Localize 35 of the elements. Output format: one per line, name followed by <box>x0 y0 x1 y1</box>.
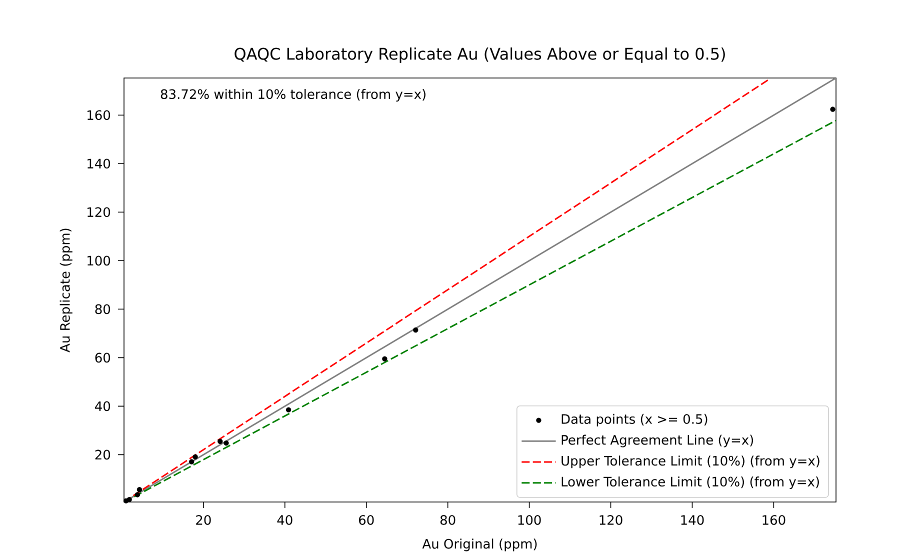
x-tick-label: 40 <box>277 515 292 525</box>
y-tick-label: 100 <box>88 256 110 266</box>
x-tick-label: 20 <box>196 515 211 525</box>
legend-label: Lower Tolerance Limit (10%) (from y=x) <box>562 476 819 490</box>
x-axis-title: Au Original (ppm) <box>422 538 537 552</box>
point <box>189 459 194 464</box>
point <box>286 407 292 412</box>
chart-title: QAQC Laboratory Replicate Au (Values Above or Equal to 0.5) <box>234 47 725 63</box>
x-tick-label: 60 <box>359 515 374 525</box>
y-tick-label: 60 <box>95 352 110 363</box>
point <box>192 454 198 460</box>
point <box>830 106 836 112</box>
y-tick-label: 140 <box>88 158 110 169</box>
legend-label: Upper Tolerance Limit (10%) (from y=x) <box>562 456 820 468</box>
y-tick-label: 80 <box>95 304 110 314</box>
point <box>136 487 142 492</box>
point <box>134 492 140 498</box>
point <box>382 356 388 362</box>
y-axis-title: Au Replicate (ppm) <box>60 228 72 352</box>
x-tick-label: 160 <box>762 515 786 525</box>
x-tick-label: 140 <box>681 515 704 525</box>
x-tick-label: 100 <box>518 515 541 525</box>
y-tick-label: 40 <box>95 401 110 412</box>
y-tick-label: 160 <box>88 110 110 120</box>
legend-label: Perfect Agreement Line (y=x) <box>562 434 754 448</box>
y-tick-label: 120 <box>88 207 110 218</box>
y-tick-label: 20 <box>95 450 110 460</box>
x-tick-label: 80 <box>440 515 456 525</box>
point <box>224 440 229 446</box>
x-tick-label: 120 <box>600 515 622 525</box>
point <box>218 438 223 444</box>
point <box>126 496 132 502</box>
point <box>413 327 418 333</box>
legend-label: Data points (x >= 0.5) <box>562 414 708 426</box>
annotation: 83.72% within 10% tolerance (from y=x) <box>160 88 426 102</box>
